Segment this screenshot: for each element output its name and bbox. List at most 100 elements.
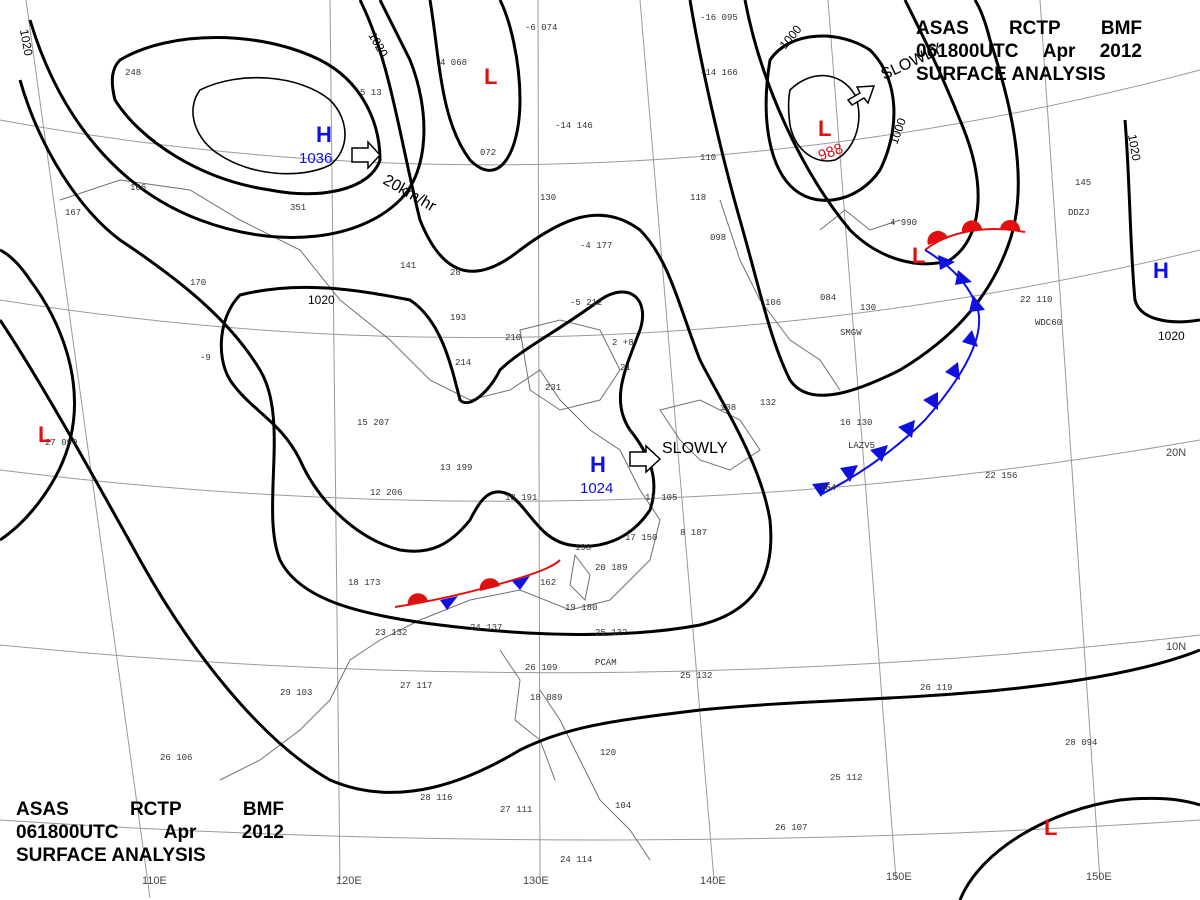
low-pressure-center: L	[1044, 815, 1057, 840]
motion-label: SLOWLY	[662, 440, 728, 457]
svg-text:27 099: 27 099	[45, 438, 77, 448]
svg-text:25 132: 25 132	[595, 628, 627, 638]
svg-text:141: 141	[400, 261, 416, 271]
svg-text:22 110: 22 110	[1020, 295, 1052, 305]
svg-text:130: 130	[540, 193, 556, 203]
header-time: 061800UTC	[916, 41, 1019, 62]
svg-text:4 990: 4 990	[890, 218, 917, 228]
svg-text:-9: -9	[200, 353, 211, 363]
svg-text:15 207: 15 207	[357, 418, 389, 428]
longitude-label: 150E	[886, 871, 912, 883]
stationary-front	[394, 559, 561, 608]
svg-text:26 109: 26 109	[525, 663, 557, 673]
station-label: DDZJ	[1068, 208, 1090, 218]
svg-text:-4 177: -4 177	[580, 241, 612, 251]
isobar-label: 1020	[308, 293, 335, 307]
isobar-label: 1000	[887, 116, 909, 146]
svg-text:132: 132	[760, 398, 776, 408]
cold-front-symbol	[440, 596, 458, 610]
svg-text:12 206: 12 206	[370, 488, 402, 498]
header-station: RCTP	[129, 799, 182, 820]
pressure-systems: H 1036 L L 988 H 1024 H L L L	[38, 64, 1169, 840]
svg-text:27 117: 27 117	[400, 681, 432, 691]
svg-text:23 132: 23 132	[375, 628, 407, 638]
svg-text:154: 154	[820, 483, 836, 493]
svg-text:27 111: 27 111	[500, 805, 532, 815]
low-pressure-center: L	[484, 64, 497, 89]
chart-header-bottom: ASAS RCTP BMF 061800UTC Apr 2012 SURFACE…	[16, 798, 284, 867]
svg-text:138: 138	[720, 403, 736, 413]
fronts	[394, 219, 1026, 610]
header-title: SURFACE ANALYSIS	[916, 64, 1106, 85]
warm-front-symbol	[1000, 219, 1021, 231]
svg-text:8 187: 8 187	[680, 528, 707, 538]
motion-arrow-icon	[629, 444, 662, 474]
svg-text:18 191: 18 191	[505, 493, 537, 503]
station-observations: 248 166 167 351 5 13 4 068 072 -6 074 -1…	[45, 13, 1097, 865]
svg-text:098: 098	[710, 233, 726, 243]
svg-text:118: 118	[690, 193, 706, 203]
high-pressure-center: H	[316, 122, 332, 147]
svg-text:4 068: 4 068	[440, 58, 467, 68]
svg-text:120: 120	[600, 748, 616, 758]
axis-labels: 110E 120E 130E 140E 150E 150E 20N 10N	[142, 447, 1186, 887]
high-pressure-center: H	[590, 452, 606, 477]
svg-text:21: 21	[620, 363, 631, 373]
svg-text:24 137: 24 137	[470, 623, 502, 633]
svg-text:29 103: 29 103	[280, 688, 312, 698]
longitude-label: 140E	[700, 875, 726, 887]
longitude-label: 130E	[523, 875, 549, 887]
header-year: 2012	[1099, 41, 1142, 62]
svg-text:28 116: 28 116	[420, 793, 452, 803]
isobar-label: 1020	[1125, 133, 1143, 162]
svg-text:26 106: 26 106	[160, 753, 192, 763]
isobar-label: 1020	[17, 28, 35, 57]
header-agency: ASAS	[916, 18, 969, 39]
high-pressure-value: 1024	[580, 480, 613, 497]
svg-text:-14 166: -14 166	[700, 68, 738, 78]
svg-text:-14 146: -14 146	[555, 121, 593, 131]
svg-text:25 112: 25 112	[830, 773, 862, 783]
svg-text:351: 351	[290, 203, 306, 213]
svg-text:084: 084	[820, 293, 836, 303]
svg-text:162: 162	[540, 578, 556, 588]
header-year: 2012	[241, 822, 284, 843]
station-label: LAZV5	[848, 441, 875, 451]
header-time: 061800UTC	[16, 822, 119, 843]
warm-front-symbol	[407, 593, 428, 606]
header-month: Apr	[1042, 41, 1076, 62]
warm-front-symbol	[927, 230, 948, 245]
svg-text:248: 248	[125, 68, 141, 78]
svg-text:22 156: 22 156	[985, 471, 1017, 481]
svg-text:5 13: 5 13	[360, 88, 382, 98]
svg-text:18 173: 18 173	[348, 578, 380, 588]
latitude-label: 10N	[1166, 641, 1186, 653]
svg-text:24 114: 24 114	[560, 855, 592, 865]
isobar-label: 1000	[777, 22, 805, 52]
low-pressure-center: L	[38, 422, 51, 447]
svg-text:104: 104	[615, 801, 631, 811]
svg-text:28 094: 28 094	[1065, 738, 1097, 748]
station-label: WDC60	[1035, 318, 1062, 328]
motion-arrow-icon	[846, 85, 876, 106]
longitude-label: 150E	[1086, 871, 1112, 883]
header-type: BMF	[1100, 18, 1142, 39]
svg-text:166: 166	[130, 183, 146, 193]
svg-text:17 105: 17 105	[645, 493, 677, 503]
svg-text:17 150: 17 150	[625, 533, 657, 543]
low-pressure-center: L	[818, 116, 831, 141]
cold-front-symbol	[512, 576, 530, 590]
longitude-label: 120E	[336, 875, 362, 887]
motion-arrow-icon	[351, 140, 382, 170]
svg-text:19 180: 19 180	[565, 603, 597, 613]
high-pressure-center: H	[1153, 258, 1169, 283]
header-agency: ASAS	[16, 799, 69, 820]
header-station: RCTP	[1008, 18, 1061, 39]
svg-text:130: 130	[860, 303, 876, 313]
isobar-label: 1020	[365, 30, 391, 60]
svg-text:110: 110	[700, 153, 716, 163]
svg-text:16 130: 16 130	[840, 418, 872, 428]
svg-text:-16 095: -16 095	[700, 13, 738, 23]
